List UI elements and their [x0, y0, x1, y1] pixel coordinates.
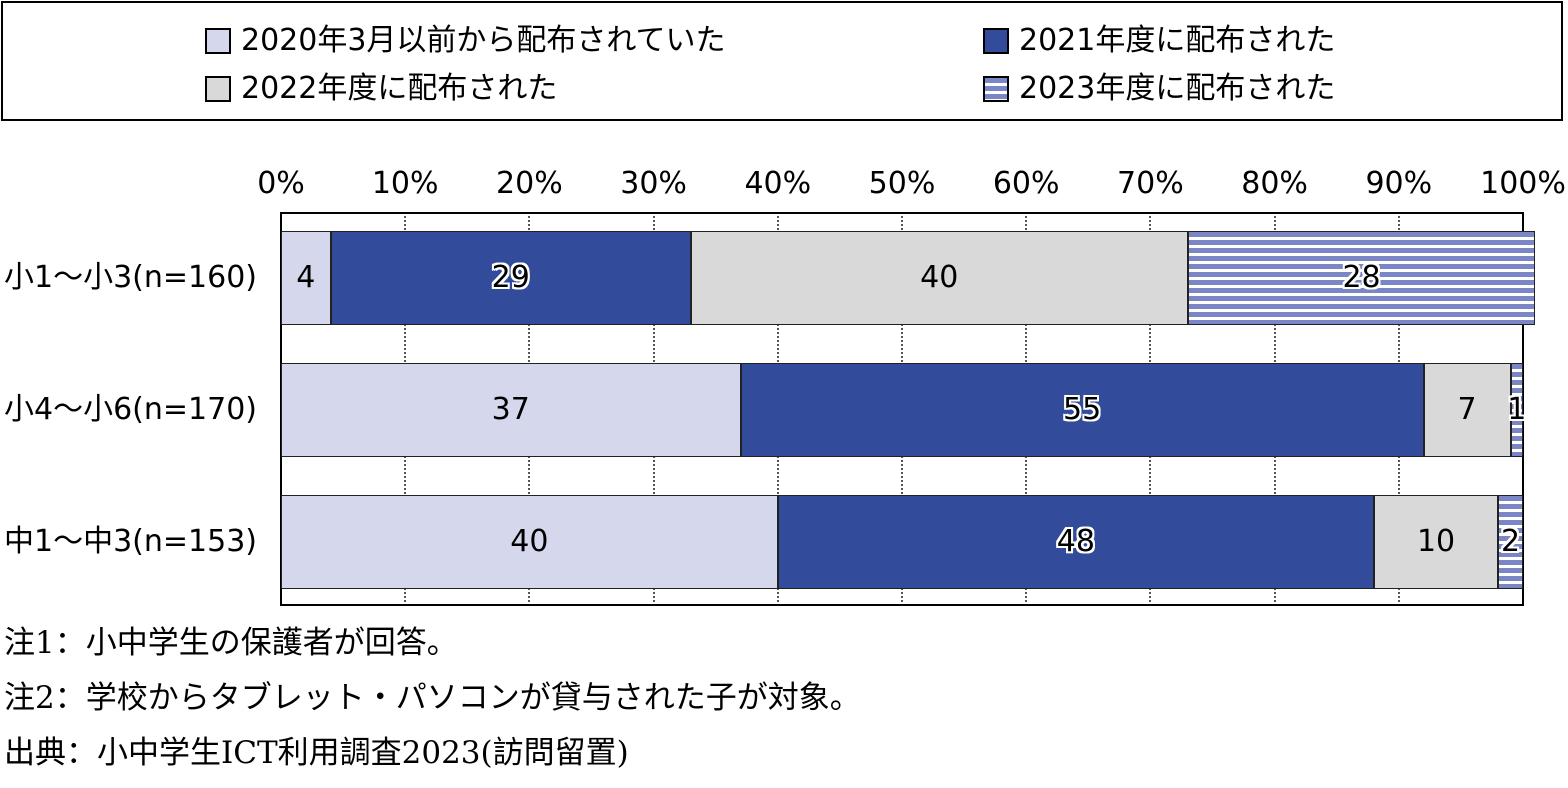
bar-segment: 4: [281, 231, 331, 325]
x-tick-label: 70%: [1117, 166, 1184, 201]
legend-item-2020: 2020年3月以前から配布されていた: [205, 21, 726, 61]
bar-value-label: 10: [1416, 524, 1456, 559]
legend-swatch-2020: [205, 28, 231, 54]
x-tick-label: 10%: [371, 166, 439, 201]
legend-swatch-2021: [983, 28, 1009, 54]
bar-value-label: 4: [296, 260, 316, 295]
x-tick-label: 20%: [496, 166, 563, 201]
bar-value-label: 28: [1342, 260, 1381, 295]
note-1: 注1：小中学生の保護者が回答。: [4, 625, 458, 661]
x-tick-label: 50%: [868, 166, 936, 201]
x-tick-label: 80%: [1241, 166, 1308, 201]
bar-segment: 37: [281, 363, 741, 457]
bar-value-label: 37: [491, 392, 530, 427]
legend-label-2020: 2020年3月以前から配布されていた: [241, 23, 726, 58]
bar-value-label: 7: [1457, 392, 1477, 427]
legend-swatch-2023: [983, 76, 1009, 102]
legend-item-2023: 2023年度に配布された: [983, 69, 1335, 109]
x-tick-label: 90%: [1365, 166, 1433, 201]
x-tick-label: 40%: [744, 166, 812, 201]
legend-label-2022: 2022年度に配布された: [241, 71, 558, 106]
bar-segment: 40: [690, 231, 1188, 325]
bar-value-label: 40: [510, 524, 549, 559]
x-tick-label: 30%: [620, 166, 687, 201]
bar-value-label: 2: [1501, 524, 1521, 559]
x-tick-label: 60%: [992, 166, 1060, 201]
category-label: 小4～小6(n=170): [4, 392, 257, 427]
x-tick-label: 0%: [257, 166, 305, 201]
bar-segment: 1: [1507, 363, 1526, 457]
note-2: 注2：学校からタブレット・パソコンが貸与された子が対象。: [4, 680, 861, 716]
bar-value-label: 40: [920, 260, 959, 295]
bar-segment: 7: [1423, 363, 1511, 457]
category-label: 中1～中3(n=153): [4, 524, 257, 559]
bar-segment: 55: [740, 363, 1424, 457]
category-label: 小1～小3(n=160): [4, 260, 257, 295]
legend-label-2023: 2023年度に配布された: [1019, 71, 1336, 106]
bar-value-label: 1: [1507, 392, 1527, 427]
bar-value-label: 55: [1062, 392, 1102, 427]
legend-label-2021: 2021年度に配布された: [1019, 23, 1336, 58]
legend-item-2022: 2022年度に配布された: [205, 69, 557, 109]
bar-segment: 48: [777, 495, 1374, 589]
legend: 2020年3月以前から配布されていた 2021年度に配布された 2022年度に配…: [1, 1, 1563, 121]
bar-segment: 29: [330, 231, 691, 325]
bar-segment: 2: [1498, 495, 1523, 589]
legend-item-2021: 2021年度に配布された: [983, 21, 1335, 61]
bar-value-label: 29: [491, 260, 530, 295]
x-tick-label: 100%: [1480, 166, 1566, 201]
legend-swatch-2022: [205, 76, 231, 102]
source-note: 出典：小中学生ICT利用調査2023(訪問留置): [4, 735, 629, 771]
bar-segment: 28: [1187, 231, 1536, 325]
notes: 注1：小中学生の保護者が回答。 注2：学校からタブレット・パソコンが貸与された子…: [4, 616, 861, 781]
bar-segment: 10: [1373, 495, 1499, 589]
bar-value-label: 48: [1056, 524, 1095, 559]
x-axis-tick-labels: 0% 10% 20% 30% 40% 50% 60% 70% 80% 90% 100%: [0, 160, 1568, 210]
bar-segment: 40: [281, 495, 778, 589]
